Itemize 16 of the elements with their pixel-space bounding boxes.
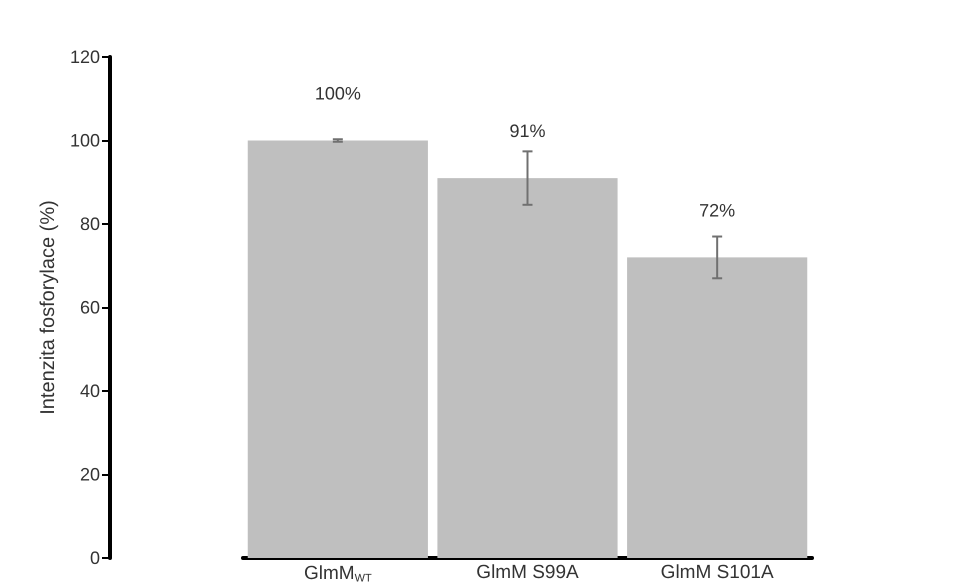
data-label: 72% — [699, 200, 736, 220]
y-tick-label: 80 — [80, 214, 100, 234]
bar — [627, 257, 808, 558]
data-label: 100% — [314, 84, 361, 104]
y-tick-label: 20 — [80, 464, 100, 484]
y-tick-label: 100 — [70, 130, 100, 150]
y-tick-label: 0 — [90, 548, 100, 568]
y-axis-title: Intenzita fosforylace (%) — [37, 200, 59, 415]
x-tick-label: GlmM S99A — [476, 562, 580, 583]
bar — [437, 178, 618, 558]
y-tick-label: 60 — [80, 298, 100, 318]
data-label: 91% — [509, 121, 546, 142]
y-tick-label: 120 — [70, 47, 100, 67]
y-tick-label: 40 — [80, 381, 100, 401]
bar — [248, 140, 428, 558]
x-tick-label: GlmM S101A — [660, 562, 774, 583]
